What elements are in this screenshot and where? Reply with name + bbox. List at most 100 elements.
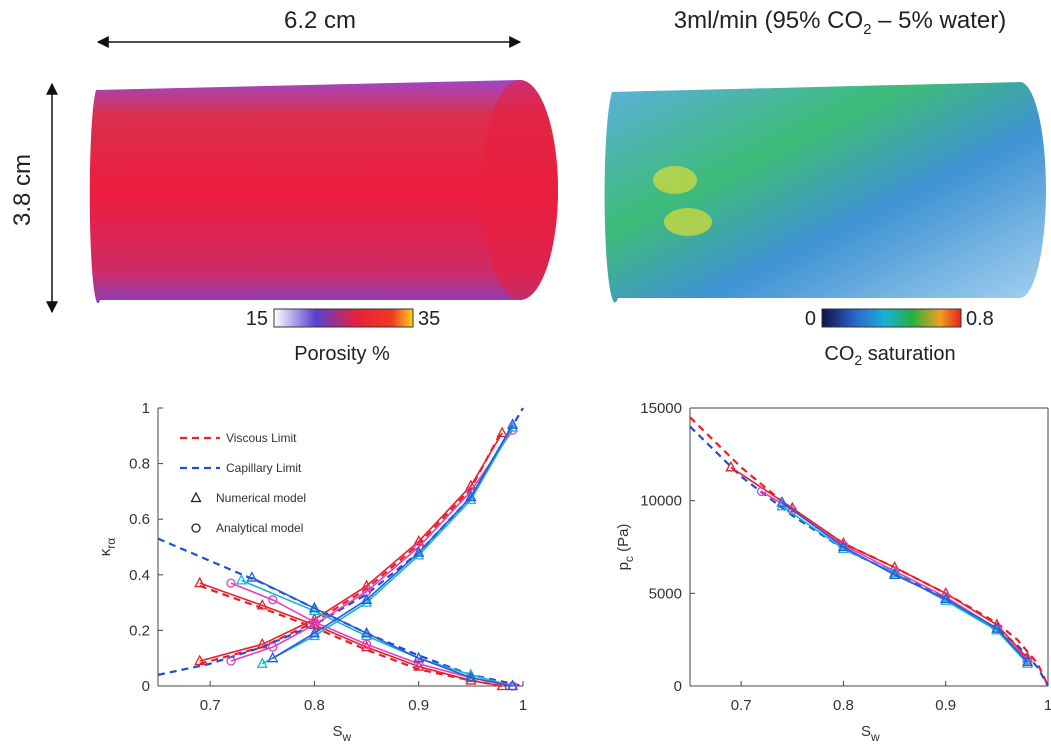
data-point	[413, 651, 425, 663]
y-tick-label: 0.2	[129, 622, 150, 639]
data-point	[360, 640, 373, 652]
data-point	[465, 674, 477, 685]
data-point	[496, 679, 508, 691]
series-line	[199, 582, 503, 687]
porosity-cylinder	[89, 80, 558, 304]
label-main: S	[333, 723, 343, 740]
y-tick-label: 0	[142, 678, 150, 695]
x-tick-label: 0.8	[833, 697, 854, 714]
data-point	[888, 566, 901, 578]
data-point	[308, 626, 321, 638]
colorbar-label: CO2 saturation	[824, 343, 955, 368]
data-point	[256, 657, 268, 668]
data-point	[235, 573, 248, 585]
data-point	[1021, 657, 1034, 668]
saturation-patch	[653, 166, 697, 194]
colorbar-max: 0.8	[966, 308, 994, 330]
y-tick-label: 0.8	[129, 456, 150, 473]
data-point	[496, 426, 508, 438]
x-tick-label: 0.7	[200, 697, 221, 714]
data-point	[360, 629, 373, 641]
data-point	[414, 659, 424, 669]
data-point	[506, 679, 519, 691]
label-main: κ	[97, 548, 114, 556]
data-point	[361, 639, 372, 649]
data-point	[360, 593, 373, 604]
height-label: 3.8 cm	[9, 154, 36, 226]
label-sub: c	[622, 556, 636, 562]
colorbar-min: 15	[246, 308, 268, 330]
data-point	[267, 651, 279, 663]
y-tick-label: 15000	[640, 400, 682, 417]
saturation-patch	[664, 208, 712, 236]
y-tick-label: 0	[674, 678, 682, 695]
colorbar-max: 35	[418, 308, 440, 330]
legend-swatch	[190, 491, 202, 503]
x-tick-label: 1	[1044, 697, 1051, 714]
data-point	[776, 496, 788, 507]
y-axis-label: κrα	[97, 538, 118, 556]
series-line	[261, 427, 514, 665]
data-point	[226, 656, 236, 666]
saturation-cylinder	[604, 82, 1046, 303]
x-tick-label: 0.9	[408, 697, 429, 714]
y-tick-label: 1	[142, 400, 150, 417]
data-point	[308, 604, 321, 616]
data-point	[360, 579, 373, 591]
cylinder-end	[482, 80, 558, 300]
data-point	[465, 479, 477, 490]
label-sub: w	[870, 730, 880, 744]
series-line	[781, 501, 1029, 663]
y-tick-label: 10000	[640, 493, 682, 510]
label-main: S	[861, 723, 871, 740]
data-point	[226, 578, 236, 588]
data-point	[308, 601, 321, 613]
series-line	[199, 584, 503, 688]
data-point	[413, 546, 425, 557]
legend-label: Viscous Limit	[226, 431, 297, 445]
legend-label: Numerical model	[216, 491, 306, 505]
data-point	[756, 486, 767, 497]
data-point	[268, 642, 278, 652]
porosity-colorbar	[273, 308, 414, 328]
legend-label: Analytical model	[216, 521, 303, 535]
x-axis-label: Sw	[333, 723, 352, 744]
colorbar-label: Porosity %	[294, 343, 390, 365]
data-point	[246, 571, 258, 582]
series-line	[199, 432, 503, 662]
length-label: 6.2 cm	[284, 7, 356, 34]
colorbar-min: 0	[805, 308, 816, 330]
data-point	[991, 624, 1003, 635]
label-tail: (Pa)	[615, 524, 632, 557]
data-point	[991, 622, 1003, 633]
legend-swatch	[191, 523, 201, 533]
label-sub: w	[342, 730, 352, 744]
data-point	[256, 637, 268, 649]
data-point	[888, 568, 901, 579]
x-tick-label: 0.9	[935, 697, 956, 714]
label-main: p	[615, 562, 632, 570]
data-point	[256, 598, 268, 610]
series-line	[689, 416, 1049, 687]
x-tick-label: 0.8	[304, 697, 325, 714]
series-line	[241, 579, 513, 687]
data-point	[413, 660, 425, 671]
x-tick-label: 0.7	[731, 697, 752, 714]
series-line	[272, 424, 514, 659]
y-axis-label: pc (Pa)	[615, 524, 636, 571]
series-line	[689, 425, 1049, 687]
y-tick-label: 0.6	[129, 511, 150, 528]
series-line	[251, 576, 513, 687]
data-point	[360, 626, 373, 638]
data-point	[506, 421, 519, 432]
data-point	[194, 576, 206, 588]
x-axis-label: Sw	[861, 723, 880, 744]
data-point	[725, 460, 737, 472]
y-tick-label: 5000	[649, 585, 682, 602]
data-point	[309, 617, 320, 627]
saturation-colorbar	[821, 308, 962, 328]
panel-title: 3ml/min (95% CO2 – 5% water)	[674, 7, 1006, 38]
data-point	[940, 592, 952, 604]
x-tick-label: 1	[519, 697, 527, 714]
